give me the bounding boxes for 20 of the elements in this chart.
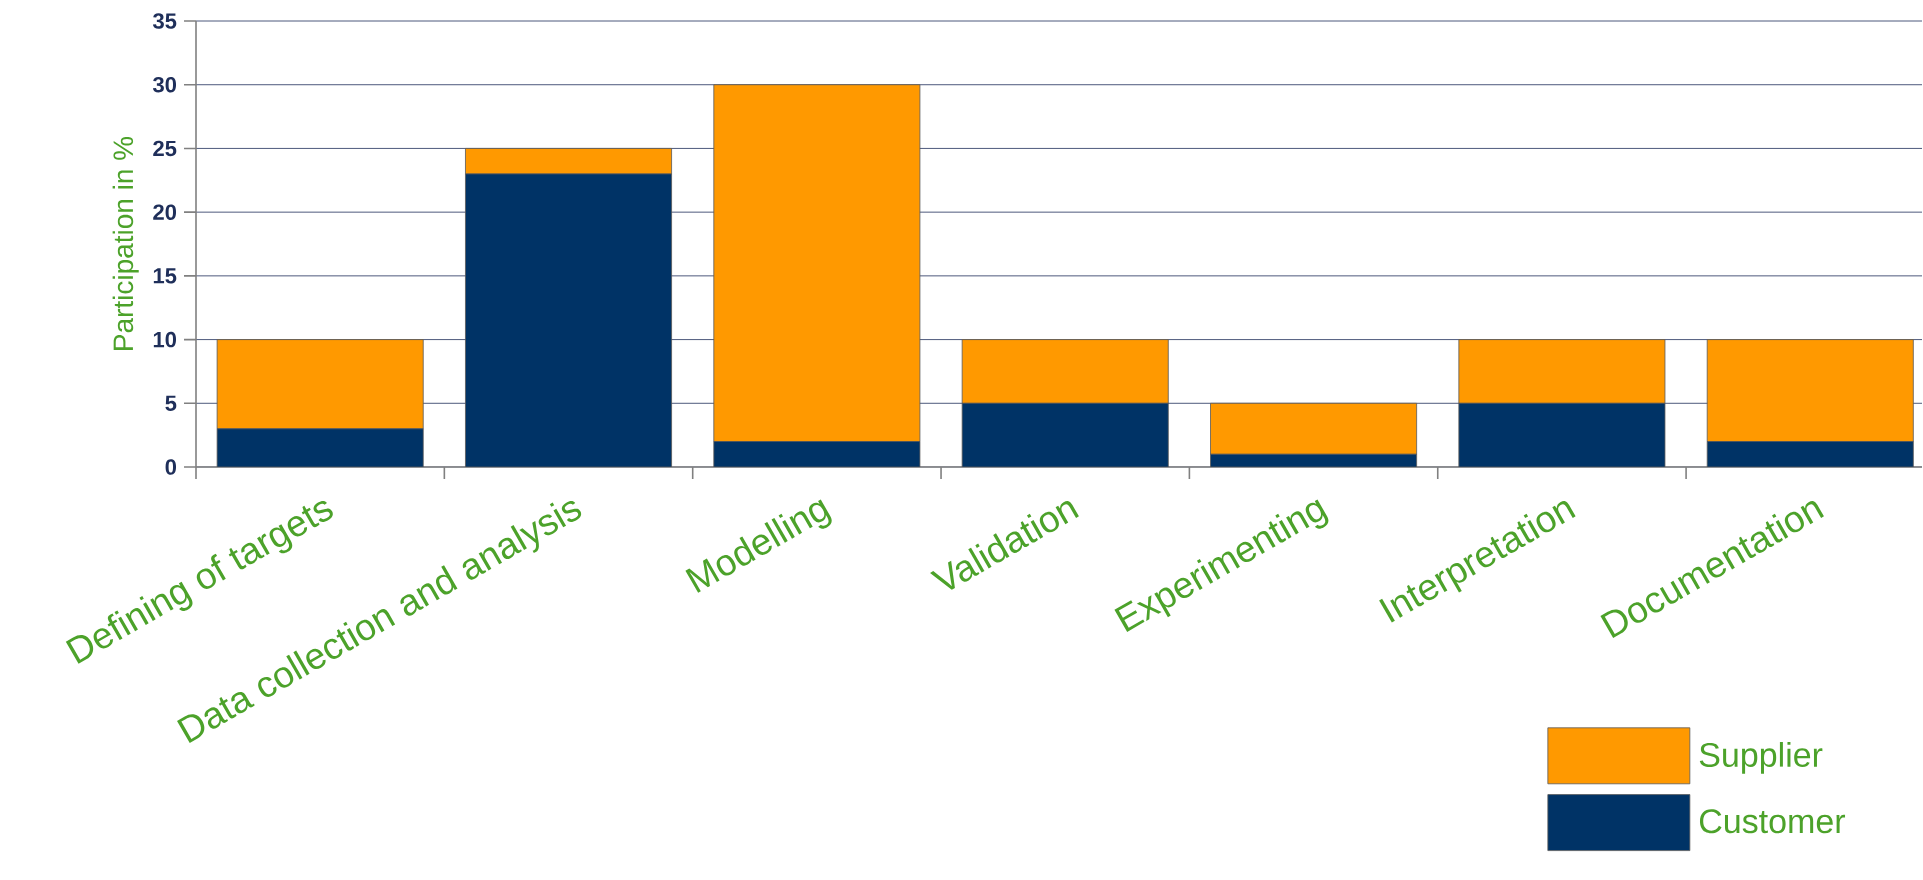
y-tick-label: 15	[153, 268, 177, 284]
bar	[961, 402, 1169, 468]
y-tick-label: 5	[165, 395, 177, 411]
y-tick-label: 30	[152, 76, 177, 93]
bar	[961, 339, 1169, 404]
y-tick-label: 10	[153, 331, 177, 348]
bar	[1458, 402, 1666, 468]
bar	[1210, 402, 1418, 455]
legend-label: Customer	[1699, 809, 1846, 834]
bar	[216, 428, 424, 468]
y-tick-label: 35	[152, 13, 177, 29]
y-tick-label: 20	[153, 204, 177, 220]
legend-label: Supplier	[1699, 742, 1823, 774]
bar	[1458, 339, 1666, 404]
y-tick-label: 25	[153, 140, 177, 157]
y-tick-label: 0	[165, 459, 177, 475]
y-axis-title: Participation in %	[112, 136, 139, 350]
bar	[1706, 441, 1914, 468]
bar	[465, 173, 672, 468]
bar	[713, 441, 921, 468]
